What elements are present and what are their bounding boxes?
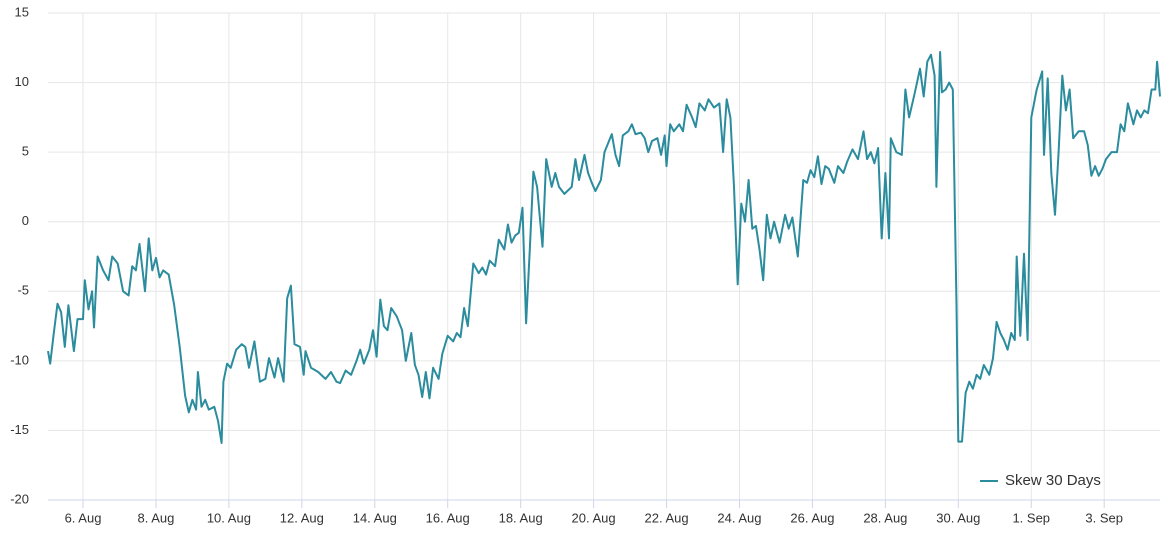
y-tick-label: 10 [15,74,29,89]
x-tick-label: 3. Sep [1085,510,1123,525]
x-tick-label: 18. Aug [499,510,543,525]
y-tick-label: -10 [10,352,29,367]
x-tick-label: 26. Aug [790,510,834,525]
x-tick-label: 1. Sep [1012,510,1050,525]
y-tick-label: 0 [22,213,29,228]
y-tick-label: -15 [10,422,29,437]
y-tick-label: -5 [17,283,29,298]
x-tick-label: 12. Aug [280,510,324,525]
y-tick-label: 5 [22,144,29,159]
x-tick-label: 8. Aug [138,510,175,525]
x-tick-label: 6. Aug [65,510,102,525]
x-tick-label: 20. Aug [572,510,616,525]
y-tick-label: -20 [10,491,29,506]
y-tick-label: 15 [15,4,29,19]
x-tick-label: 28. Aug [863,510,907,525]
legend-label: Skew 30 Days [1005,472,1101,489]
x-tick-label: 30. Aug [936,510,980,525]
x-tick-label: 16. Aug [426,510,470,525]
x-tick-label: 10. Aug [207,510,251,525]
x-tick-label: 22. Aug [644,510,688,525]
x-tick-label: 24. Aug [717,510,761,525]
x-tick-label: 14. Aug [353,510,397,525]
series-line [47,51,1161,444]
